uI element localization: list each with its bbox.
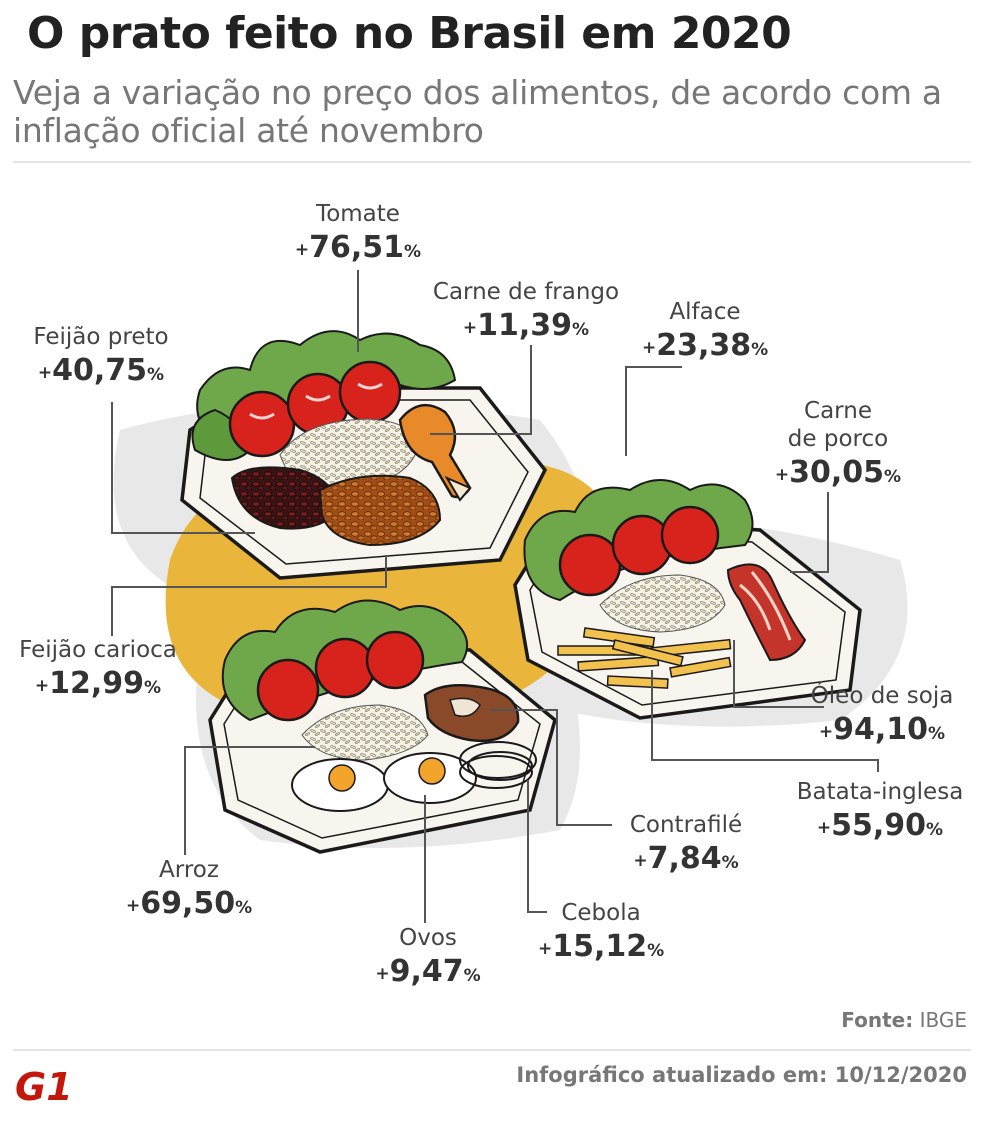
update-date: Infográfico atualizado em: 10/12/2020 bbox=[516, 1063, 967, 1087]
item-value: +76,51% bbox=[294, 230, 422, 265]
item-value: +9,47% bbox=[375, 954, 481, 989]
item-value: +12,99% bbox=[34, 666, 162, 701]
header-divider bbox=[13, 161, 971, 163]
item-value: +40,75% bbox=[37, 353, 165, 388]
item-value: +7,84% bbox=[633, 841, 739, 876]
item-name: Feijão preto bbox=[33, 324, 169, 350]
leader-lines bbox=[111, 270, 879, 923]
callout-oleo-de-soja: Óleo de soja +94,10% bbox=[794, 682, 970, 752]
callout-arroz: Arroz +69,50% bbox=[126, 856, 252, 926]
plate-top bbox=[180, 330, 548, 580]
page-subtitle: Veja a variação no preço dos alimentos, … bbox=[13, 73, 942, 150]
item-name: Contrafilé bbox=[629, 812, 743, 838]
callout-alface: Alface +23,38% bbox=[642, 298, 768, 368]
callout-feijao-preto: Feijão preto +40,75% bbox=[22, 323, 180, 393]
item-name: Ovos bbox=[399, 925, 457, 951]
plates-illustration bbox=[111, 270, 908, 923]
item-value: +23,38% bbox=[642, 328, 769, 363]
plate-right bbox=[513, 479, 862, 720]
item-value: +55,90% bbox=[816, 808, 944, 843]
footer-divider bbox=[13, 1049, 971, 1051]
callout-tomate: Tomate +76,51% bbox=[294, 200, 422, 270]
item-name: Óleo de soja bbox=[810, 683, 954, 709]
item-name: Tomate bbox=[316, 201, 400, 227]
callout-contrafile: Contrafilé +7,84% bbox=[616, 811, 756, 881]
page-title: O prato feito no Brasil em 2020 bbox=[27, 8, 792, 59]
callout-feijao-carioca: Feijão carioca +12,99% bbox=[16, 636, 180, 706]
item-name: Feijão carioca bbox=[19, 637, 177, 663]
item-name: Cebola bbox=[561, 900, 641, 926]
item-value: +94,10% bbox=[818, 712, 946, 747]
item-value: +69,50% bbox=[126, 886, 253, 921]
plate-bottom bbox=[208, 599, 557, 854]
callout-batata-inglesa: Batata-inglesa +55,90% bbox=[782, 778, 978, 848]
item-name: Batata-inglesa bbox=[796, 779, 964, 805]
item-name: Alface bbox=[669, 299, 741, 325]
item-name: Carne de frango bbox=[432, 279, 620, 305]
item-value: +11,39% bbox=[462, 308, 590, 343]
logo-text: G1 bbox=[15, 1066, 73, 1106]
callout-carne-de-porco: Carne de porco +30,05% bbox=[768, 397, 908, 495]
item-value: +15,12% bbox=[538, 929, 665, 964]
g1-logo[interactable]: G1 bbox=[13, 1066, 75, 1106]
item-name: Arroz bbox=[159, 857, 219, 883]
callout-carne-de-frango: Carne de frango +11,39% bbox=[430, 278, 622, 348]
source-credit: Fonte: IBGE bbox=[841, 1008, 967, 1032]
item-name: Carne de porco bbox=[787, 398, 889, 452]
callout-cebola: Cebola +15,12% bbox=[538, 899, 664, 969]
item-value: +30,05% bbox=[774, 455, 902, 490]
callout-ovos: Ovos +9,47% bbox=[372, 924, 484, 994]
